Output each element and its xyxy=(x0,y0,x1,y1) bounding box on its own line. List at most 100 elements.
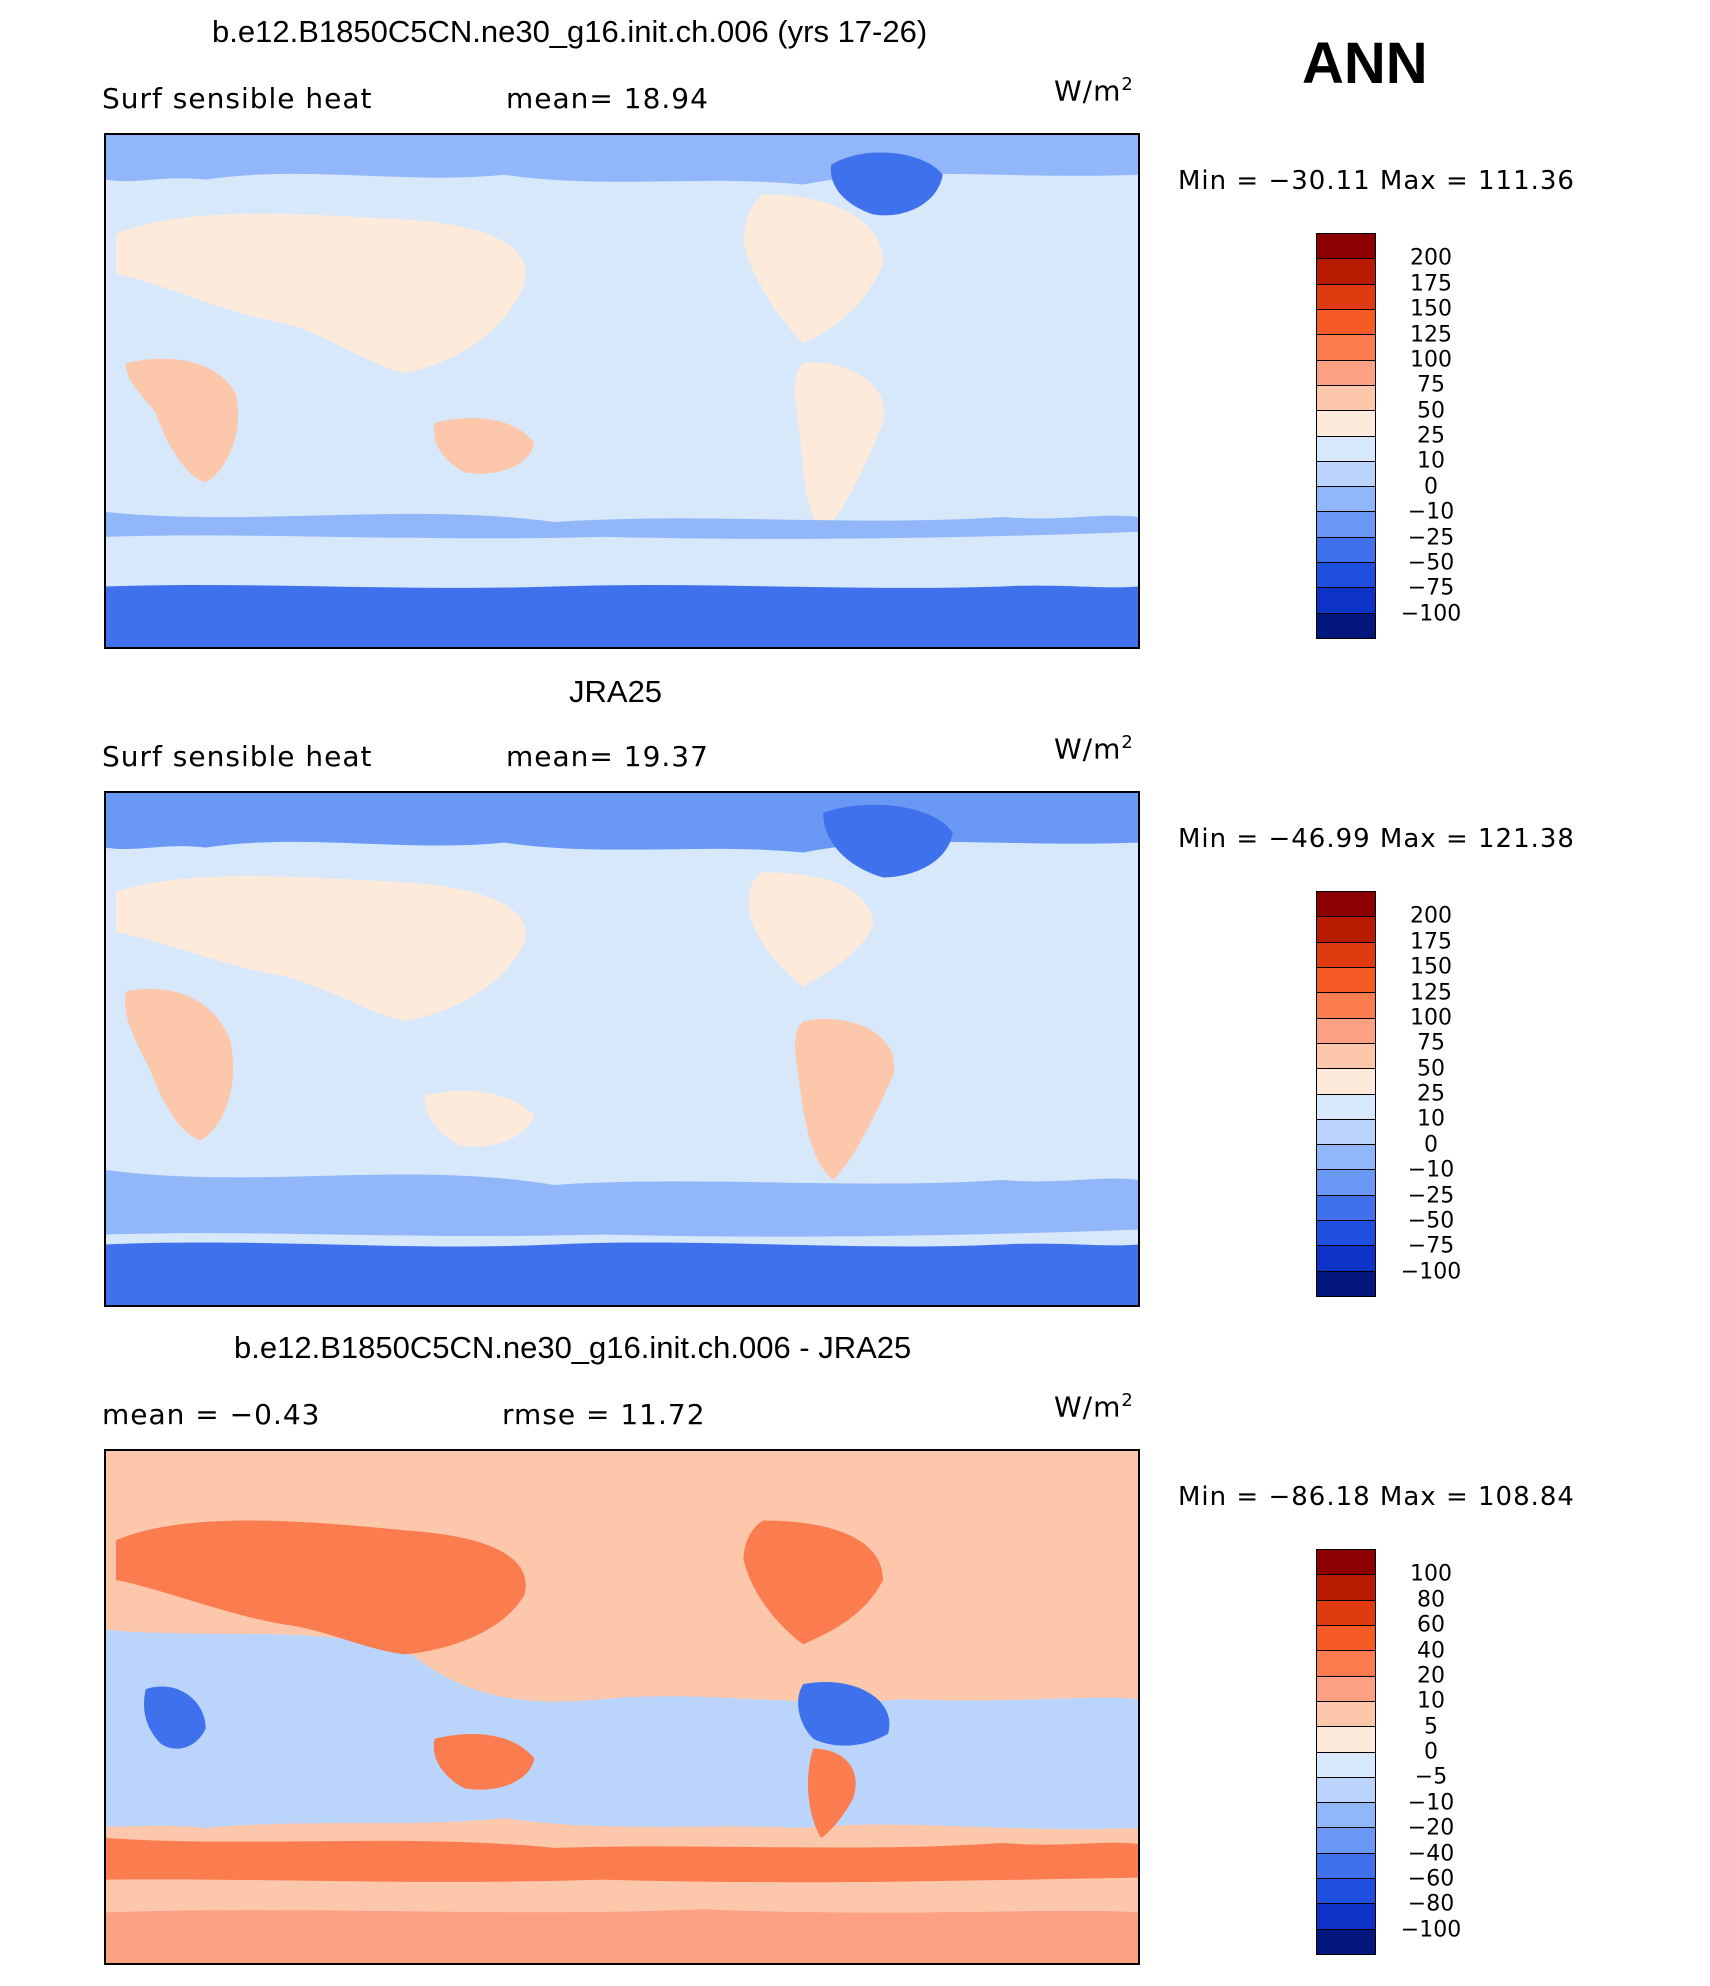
colorbar-tick-label: 100 xyxy=(1410,1005,1452,1031)
colorbar-tick-label: −50 xyxy=(1407,550,1455,576)
colorbar-swatch xyxy=(1317,1094,1375,1120)
colorbar-swatch xyxy=(1317,563,1375,589)
colorbar-swatch xyxy=(1317,1069,1375,1095)
colorbar-tick-label: 150 xyxy=(1410,296,1452,322)
panel-1-units: W/m2 xyxy=(1054,74,1134,108)
colorbar-swatch xyxy=(1317,411,1375,437)
colorbar-tick-label: −80 xyxy=(1407,1891,1455,1917)
colorbar-swatch xyxy=(1317,335,1375,361)
colorbar-tick-label: −20 xyxy=(1407,1815,1455,1841)
colorbar-tick-label: −75 xyxy=(1407,575,1455,601)
colorbar-swatch xyxy=(1317,1550,1375,1576)
panel-2-title: JRA25 xyxy=(569,674,663,709)
colorbar-swatch xyxy=(1317,1221,1375,1247)
colorbar-swatch xyxy=(1317,1246,1375,1272)
colorbar-tick-label: 150 xyxy=(1410,954,1452,980)
panel-3-colorbar xyxy=(1316,1549,1376,1955)
colorbar-swatch xyxy=(1317,385,1375,412)
colorbar-swatch xyxy=(1317,1018,1375,1044)
colorbar-swatch xyxy=(1317,1651,1375,1677)
season-label: ANN xyxy=(1302,31,1428,96)
colorbar-tick-label: 25 xyxy=(1417,1081,1445,1107)
colorbar-tick-label: 100 xyxy=(1410,1561,1452,1587)
colorbar-swatch xyxy=(1317,360,1375,386)
colorbar-swatch xyxy=(1317,1575,1375,1601)
colorbar-tick-label: 75 xyxy=(1417,372,1445,398)
colorbar-swatch xyxy=(1317,1701,1375,1728)
colorbar-swatch xyxy=(1317,967,1375,994)
colorbar-tick-label: 60 xyxy=(1417,1612,1445,1638)
colorbar-tick-label: −100 xyxy=(1400,1259,1462,1285)
colorbar-tick-label: 40 xyxy=(1417,1638,1445,1663)
panel-2-colorbar-labels: 200 175 150 125 100 75 50 25 10 0 −10 −25 −50 −75 −100 xyxy=(1386,891,1486,1297)
colorbar-tick-label: −75 xyxy=(1407,1233,1455,1259)
colorbar-swatch xyxy=(1317,892,1375,918)
panel-2-units: W/m2 xyxy=(1054,732,1134,766)
colorbar-swatch xyxy=(1317,1676,1375,1702)
colorbar-tick-label: 0 xyxy=(1424,1739,1438,1765)
colorbar-tick-label: 0 xyxy=(1424,474,1438,500)
panel-1-title: b.e12.B1850C5CN.ne30_g16.init.ch.006 (yr… xyxy=(212,14,928,49)
colorbar-tick-label: −60 xyxy=(1407,1866,1455,1892)
colorbar-tick-label: 175 xyxy=(1410,929,1452,955)
colorbar-tick-label: 125 xyxy=(1410,980,1452,1005)
colorbar-tick-label: 0 xyxy=(1424,1132,1438,1158)
colorbar-swatch xyxy=(1317,461,1375,488)
panel-3-title: b.e12.B1850C5CN.ne30_g16.init.ch.006 - J… xyxy=(234,1330,912,1365)
colorbar-swatch xyxy=(1317,309,1375,336)
colorbar-tick-label: −100 xyxy=(1400,1917,1462,1943)
panel-3-map xyxy=(104,1449,1140,1965)
colorbar-tick-label: −5 xyxy=(1414,1764,1448,1790)
colorbar-swatch xyxy=(1317,1904,1375,1930)
colorbar-tick-label: 80 xyxy=(1417,1587,1445,1613)
colorbar-swatch xyxy=(1317,993,1375,1019)
colorbar-swatch xyxy=(1317,1625,1375,1652)
colorbar-swatch xyxy=(1317,613,1375,638)
colorbar-swatch xyxy=(1317,1727,1375,1753)
colorbar-swatch xyxy=(1317,512,1375,538)
colorbar-swatch xyxy=(1317,1195,1375,1222)
panel-2-map xyxy=(104,791,1140,1307)
colorbar-swatch xyxy=(1317,1752,1375,1778)
colorbar-tick-label: 20 xyxy=(1417,1663,1445,1689)
colorbar-swatch xyxy=(1317,1600,1375,1626)
colorbar-swatch xyxy=(1317,1043,1375,1070)
colorbar-swatch xyxy=(1317,537,1375,564)
panel-2-mean-label: mean= 19.37 xyxy=(506,740,709,773)
colorbar-swatch xyxy=(1317,942,1375,968)
panel-2-minmax: Min = −46.99 Max = 121.38 xyxy=(1178,824,1575,854)
colorbar-tick-label: 10 xyxy=(1417,1106,1445,1132)
colorbar-tick-label: 125 xyxy=(1410,322,1452,347)
colorbar-tick-label: −10 xyxy=(1407,1790,1455,1816)
panel-1-map xyxy=(104,133,1140,649)
panel-3-units: W/m2 xyxy=(1054,1390,1134,1424)
colorbar-tick-label: 100 xyxy=(1410,347,1452,373)
colorbar-swatch xyxy=(1317,234,1375,260)
colorbar-tick-label: 50 xyxy=(1417,1056,1445,1082)
colorbar-swatch xyxy=(1317,1145,1375,1171)
colorbar-swatch xyxy=(1317,1777,1375,1804)
colorbar-tick-label: −25 xyxy=(1407,1183,1455,1208)
panel-3-colorbar-labels: 100 80 60 40 20 10 5 0 −5 −10 −20 −40 −60 −80 −100 xyxy=(1386,1549,1486,1955)
colorbar-swatch xyxy=(1317,917,1375,943)
colorbar-tick-label: −10 xyxy=(1407,1157,1455,1183)
colorbar-swatch xyxy=(1317,1879,1375,1905)
colorbar-swatch xyxy=(1317,1119,1375,1146)
colorbar-tick-label: −40 xyxy=(1407,1841,1455,1866)
colorbar-swatch xyxy=(1317,1170,1375,1196)
colorbar-swatch xyxy=(1317,1271,1375,1296)
colorbar-swatch xyxy=(1317,1828,1375,1854)
colorbar-tick-label: 200 xyxy=(1410,245,1452,271)
colorbar-tick-label: 10 xyxy=(1417,448,1445,474)
colorbar-tick-label: 175 xyxy=(1410,271,1452,297)
colorbar-swatch xyxy=(1317,1929,1375,1954)
colorbar-tick-label: 25 xyxy=(1417,423,1445,449)
colorbar-swatch xyxy=(1317,284,1375,310)
panel-2-colorbar xyxy=(1316,891,1376,1297)
colorbar-swatch xyxy=(1317,259,1375,285)
colorbar-tick-label: 200 xyxy=(1410,903,1452,929)
colorbar-tick-label: −10 xyxy=(1407,499,1455,525)
panel-2-field-label: Surf sensible heat xyxy=(102,740,373,773)
colorbar-tick-label: −50 xyxy=(1407,1208,1455,1234)
colorbar-tick-label: 5 xyxy=(1424,1714,1438,1740)
